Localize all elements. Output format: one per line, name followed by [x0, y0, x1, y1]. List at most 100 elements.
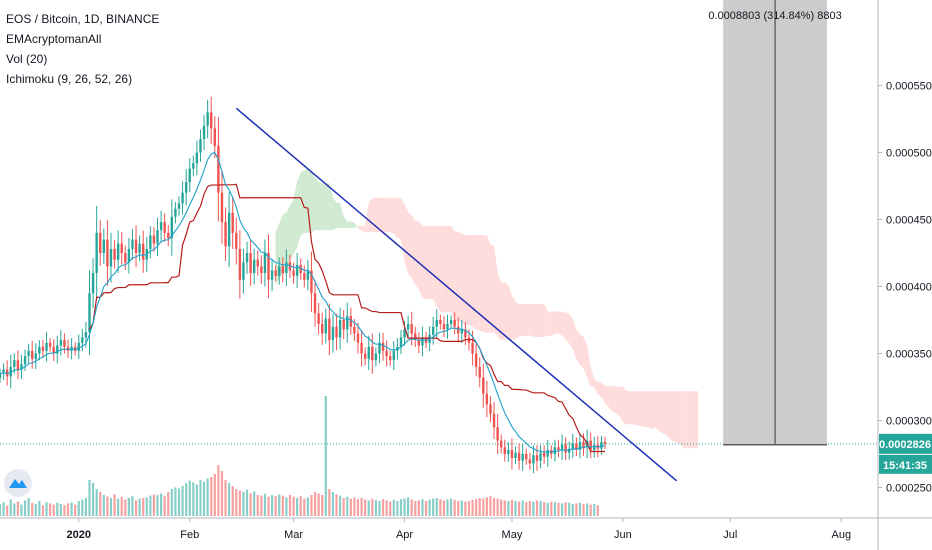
volume-bar [41, 505, 45, 516]
candle [589, 432, 592, 459]
volume-bar [467, 501, 471, 516]
candle [535, 445, 539, 471]
candle [367, 335, 370, 370]
candle [167, 225, 170, 247]
volume-bar [392, 499, 395, 516]
cloud-segment-bear [640, 391, 645, 427]
candle [41, 339, 45, 358]
candle [177, 196, 181, 216]
candle [281, 257, 285, 283]
candle [45, 332, 48, 362]
cloud-segment-bear [647, 391, 652, 429]
candle [349, 307, 353, 335]
cloud-segment-bear [451, 225, 455, 322]
legend-indicator-ema[interactable]: EMAcryptomanAll [6, 32, 102, 46]
cloud-segment-bear [612, 386, 616, 414]
volume-bar [335, 494, 338, 516]
cloud-segment-bear [526, 304, 530, 337]
cloud-segment-bear [479, 235, 484, 333]
volume-bar [256, 495, 259, 516]
volume-bar [66, 503, 70, 516]
cloud-segment-bear [683, 391, 688, 449]
candle [56, 335, 59, 364]
volume-bar [152, 494, 156, 516]
candle [20, 354, 23, 379]
cloud-segment-bear [533, 304, 537, 338]
candle [91, 257, 95, 309]
volume-bar [156, 495, 159, 516]
candle [299, 258, 302, 280]
volume-bar [27, 498, 30, 516]
cloud-segment-bear [665, 391, 670, 439]
volume-bar [167, 492, 170, 516]
candle [313, 279, 317, 327]
volume-bar [331, 492, 335, 516]
volume-bar [220, 471, 224, 516]
candle [202, 114, 206, 151]
tradingview-logo-icon[interactable] [4, 469, 32, 497]
volume-bar [453, 499, 456, 516]
candle [252, 248, 256, 285]
x-tick-label: May [502, 529, 523, 541]
cloud-segment-bear [605, 386, 609, 408]
legend-indicator-ichimoku[interactable]: Ichimoku (9, 26, 52, 26) [6, 72, 133, 86]
candle [321, 312, 324, 345]
cloud-segment-bull [347, 221, 351, 229]
candle [414, 326, 417, 347]
volume-bar [550, 501, 553, 516]
candle [500, 434, 503, 454]
volume-bar [106, 496, 109, 516]
candle [66, 339, 70, 358]
cloud-segment-bull [293, 181, 298, 255]
candle [564, 437, 567, 461]
cloud-segment-bear [486, 235, 491, 333]
cloud-segment-bear [519, 304, 523, 337]
volume-bar [124, 499, 127, 516]
candle [342, 310, 345, 340]
volume-bar [81, 499, 84, 516]
cloud-segment-bear [508, 285, 512, 340]
candle [542, 445, 546, 464]
plot-area: 0.0008803 (314.84%) 8803 [0, 0, 878, 516]
volume-bar [59, 504, 62, 516]
cloud-segment-bear [554, 311, 559, 335]
cloud-segment-bull [322, 183, 326, 231]
volume-bar [131, 496, 134, 516]
candle [295, 253, 299, 288]
candle [406, 315, 410, 338]
candle [210, 96, 213, 144]
ema-line [0, 151, 606, 453]
volume-bar [410, 499, 413, 516]
x-tick-label: Aug [832, 529, 852, 541]
candle [106, 220, 109, 286]
candle [116, 230, 120, 273]
volume-bar [349, 498, 352, 516]
cloud-segment-bear [497, 272, 502, 341]
candle [335, 313, 338, 351]
volume-bar [263, 493, 267, 516]
volume-bar [231, 486, 234, 516]
candle [381, 332, 385, 361]
candle [285, 249, 288, 286]
candle [77, 334, 80, 360]
volume-bar [0, 504, 2, 516]
candle [238, 230, 242, 299]
cloud-segment-bear [565, 312, 570, 344]
candle [131, 229, 134, 260]
legend-indicator-volume[interactable]: Vol (20) [6, 52, 48, 66]
volume-bar [224, 480, 227, 516]
volume-bar [31, 502, 34, 516]
candle [303, 265, 306, 288]
legend-symbol[interactable]: EOS / Bitcoin, 1D, BINANCE [6, 12, 160, 26]
cloud-segment-bear [622, 386, 627, 425]
cloud-segment-bear [587, 345, 591, 387]
cloud-segment-bear [504, 282, 509, 340]
candle [360, 329, 363, 367]
cloud-segment-bear [662, 391, 666, 435]
cloud-segment-bear [436, 225, 441, 312]
volume-bar [464, 501, 467, 516]
volume-bar [568, 502, 571, 516]
